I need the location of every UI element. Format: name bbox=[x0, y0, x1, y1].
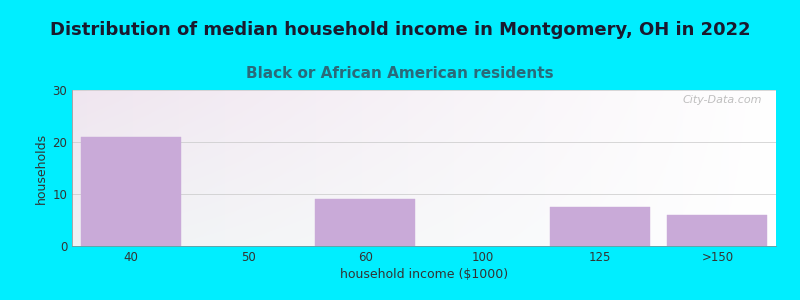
Bar bbox=[81, 137, 181, 246]
Y-axis label: households: households bbox=[35, 132, 48, 204]
X-axis label: household income ($1000): household income ($1000) bbox=[340, 268, 508, 281]
Bar bbox=[315, 199, 415, 246]
Text: Black or African American residents: Black or African American residents bbox=[246, 66, 554, 81]
Text: Distribution of median household income in Montgomery, OH in 2022: Distribution of median household income … bbox=[50, 21, 750, 39]
Bar bbox=[667, 215, 767, 246]
Text: City-Data.com: City-Data.com bbox=[682, 95, 762, 105]
Bar bbox=[550, 207, 650, 246]
